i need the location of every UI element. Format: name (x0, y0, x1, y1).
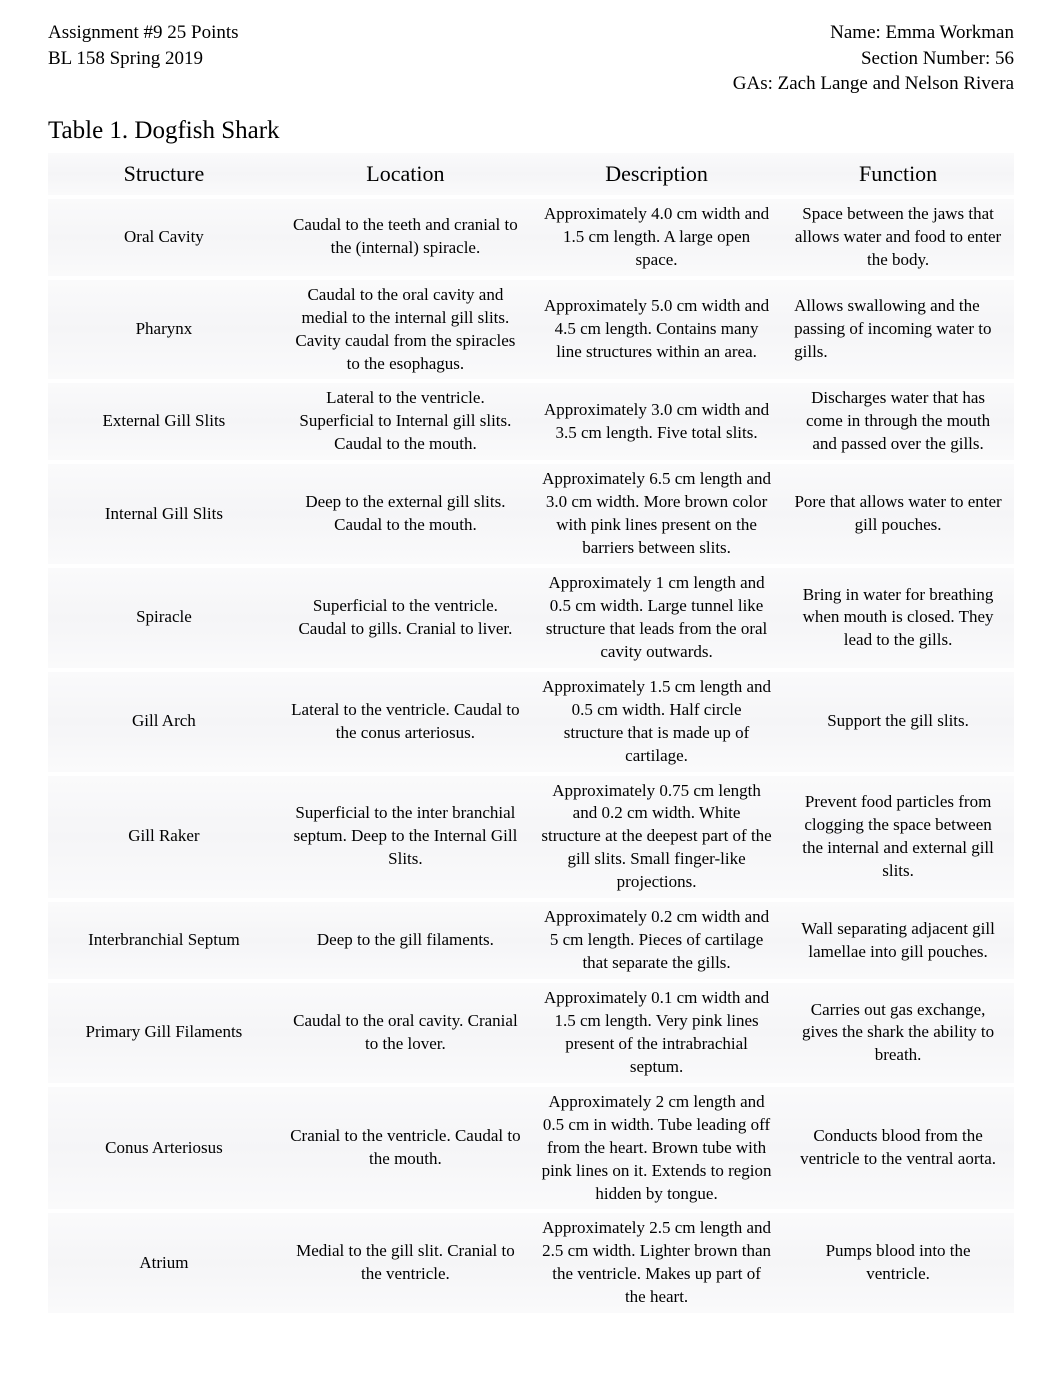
ga-names: GAs: Zach Lange and Nelson Rivera (733, 71, 1014, 97)
cell-location: Caudal to the oral cavity. Cranial to th… (280, 983, 531, 1087)
table-row: Interbranchial SeptumDeep to the gill fi… (48, 902, 1014, 983)
cell-location: Medial to the gill slit. Cranial to the … (280, 1213, 531, 1317)
page-header: Assignment #9 25 Points BL 158 Spring 20… (48, 20, 1014, 97)
student-name: Name: Emma Workman (733, 20, 1014, 46)
cell-structure: Gill Raker (48, 776, 280, 903)
cell-location: Cranial to the ventricle. Caudal to the … (280, 1087, 531, 1214)
table-wrapper: Structure Location Description Function … (48, 153, 1014, 1317)
table-header-row: Structure Location Description Function (48, 153, 1014, 199)
table-row: Oral CavityCaudal to the teeth and crani… (48, 199, 1014, 280)
cell-structure: Primary Gill Filaments (48, 983, 280, 1087)
course-info: BL 158 Spring 2019 (48, 46, 239, 72)
table-row: External Gill SlitsLateral to the ventri… (48, 383, 1014, 464)
cell-structure: Conus Arteriosus (48, 1087, 280, 1214)
cell-function: Discharges water that has come in throug… (782, 383, 1014, 464)
cell-description: Approximately 2.5 cm length and 2.5 cm w… (531, 1213, 782, 1317)
cell-description: Approximately 0.75 cm length and 0.2 cm … (531, 776, 782, 903)
cell-description: Approximately 5.0 cm width and 4.5 cm le… (531, 280, 782, 384)
table-row: SpiracleSuperficial to the ventricle. Ca… (48, 568, 1014, 672)
column-header-description: Description (531, 153, 782, 199)
cell-structure: Gill Arch (48, 672, 280, 776)
section-number: Section Number: 56 (733, 46, 1014, 72)
table-row: Gill ArchLateral to the ventricle. Cauda… (48, 672, 1014, 776)
header-left: Assignment #9 25 Points BL 158 Spring 20… (48, 20, 239, 97)
cell-location: Lateral to the ventricle. Superficial to… (280, 383, 531, 464)
table-row: Primary Gill FilamentsCaudal to the oral… (48, 983, 1014, 1087)
cell-location: Superficial to the ventricle. Caudal to … (280, 568, 531, 672)
cell-function: Wall separating adjacent gill lamellae i… (782, 902, 1014, 983)
table-row: Internal Gill SlitsDeep to the external … (48, 464, 1014, 568)
cell-location: Lateral to the ventricle. Caudal to the … (280, 672, 531, 776)
cell-description: Approximately 0.1 cm width and 1.5 cm le… (531, 983, 782, 1087)
table-row: Conus ArteriosusCranial to the ventricle… (48, 1087, 1014, 1214)
cell-structure: Oral Cavity (48, 199, 280, 280)
cell-structure: Pharynx (48, 280, 280, 384)
cell-description: Approximately 0.2 cm width and 5 cm leng… (531, 902, 782, 983)
cell-description: Approximately 1.5 cm length and 0.5 cm w… (531, 672, 782, 776)
cell-location: Superficial to the inter branchial septu… (280, 776, 531, 903)
cell-function: Space between the jaws that allows water… (782, 199, 1014, 280)
cell-description: Approximately 3.0 cm width and 3.5 cm le… (531, 383, 782, 464)
cell-structure: Spiracle (48, 568, 280, 672)
cell-description: Approximately 6.5 cm length and 3.0 cm w… (531, 464, 782, 568)
cell-description: Approximately 4.0 cm width and 1.5 cm le… (531, 199, 782, 280)
cell-function: Carries out gas exchange, gives the shar… (782, 983, 1014, 1087)
cell-function: Allows swallowing and the passing of inc… (782, 280, 1014, 384)
table-row: AtriumMedial to the gill slit. Cranial t… (48, 1213, 1014, 1317)
cell-location: Deep to the gill filaments. (280, 902, 531, 983)
cell-structure: Internal Gill Slits (48, 464, 280, 568)
cell-function: Support the gill slits. (782, 672, 1014, 776)
cell-function: Pumps blood into the ventricle. (782, 1213, 1014, 1317)
cell-structure: External Gill Slits (48, 383, 280, 464)
cell-function: Bring in water for breathing when mouth … (782, 568, 1014, 672)
cell-location: Caudal to the teeth and cranial to the (… (280, 199, 531, 280)
cell-description: Approximately 2 cm length and 0.5 cm in … (531, 1087, 782, 1214)
cell-location: Caudal to the oral cavity and medial to … (280, 280, 531, 384)
column-header-function: Function (782, 153, 1014, 199)
column-header-structure: Structure (48, 153, 280, 199)
column-header-location: Location (280, 153, 531, 199)
header-right: Name: Emma Workman Section Number: 56 GA… (733, 20, 1014, 97)
cell-function: Pore that allows water to enter gill pou… (782, 464, 1014, 568)
anatomy-table: Structure Location Description Function … (48, 153, 1014, 1317)
cell-structure: Atrium (48, 1213, 280, 1317)
cell-function: Prevent food particles from clogging the… (782, 776, 1014, 903)
table-row: Gill RakerSuperficial to the inter branc… (48, 776, 1014, 903)
cell-description: Approximately 1 cm length and 0.5 cm wid… (531, 568, 782, 672)
assignment-info: Assignment #9 25 Points (48, 20, 239, 46)
cell-location: Deep to the external gill slits. Caudal … (280, 464, 531, 568)
table-row: PharynxCaudal to the oral cavity and med… (48, 280, 1014, 384)
table-title: Table 1. Dogfish Shark (48, 117, 1014, 145)
cell-function: Conducts blood from the ventricle to the… (782, 1087, 1014, 1214)
cell-structure: Interbranchial Septum (48, 902, 280, 983)
